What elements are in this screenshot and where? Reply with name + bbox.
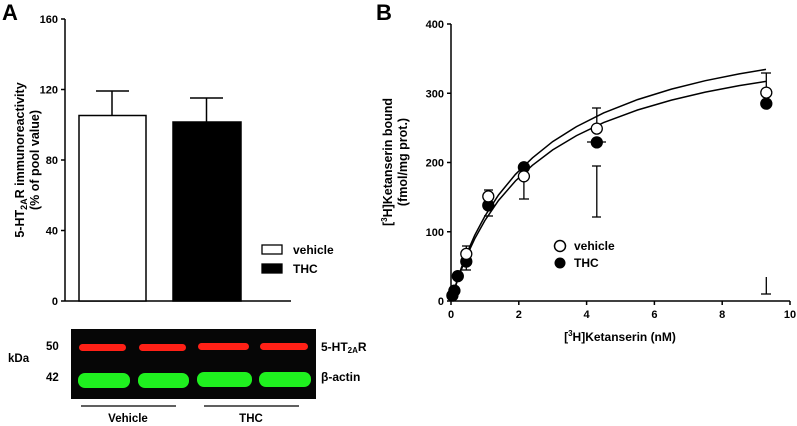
svg-text:(% of pool value): (% of pool value) [28,110,42,210]
legend-swatch-thc [261,263,283,274]
svg-text:200: 200 [426,158,444,170]
panel-label-b: B [376,0,392,25]
b-legend: vehicle THC [553,239,615,270]
svg-text:5-HT2AR immunoreactivity: 5-HT2AR immunoreactivity [13,82,29,237]
bar-thc [172,97,242,302]
panel-label-a: A [2,0,18,25]
legend-marker-thc [554,257,566,269]
legend-label-vehicle-b: vehicle [574,239,615,253]
b-x-tick-labels: 0 2 4 6 8 10 [448,309,796,321]
svg-text:80: 80 [46,155,58,167]
svg-text:40: 40 [46,226,58,238]
b-x-ticks [450,301,791,305]
svg-text:10: 10 [784,309,796,321]
svg-text:8: 8 [719,309,725,321]
b-y-label: [3H]Ketanserin bound (fmol/mg prot.) [380,98,410,226]
svg-text:(fmol/mg prot.): (fmol/mg prot.) [396,118,410,206]
fit-curve-thc [450,80,767,302]
a-y-label: 5-HT2AR immunoreactivity (% of pool valu… [13,82,42,237]
fit-curve-vehicle [450,68,767,302]
svg-text:5-HT2AR: 5-HT2AR [321,340,367,355]
legend-label-thc-b: THC [574,256,599,270]
legend-swatch-vehicle [261,244,283,255]
blot-50-label: 50 [46,341,59,353]
blot-group-vehicle: Vehicle [108,413,148,425]
blot-kda-label: kDa [8,353,30,365]
band-beta-actin [78,372,311,388]
blot-42-label: 42 [46,372,59,384]
svg-text:400: 400 [426,19,444,31]
legend-label-thc: THC [293,262,318,276]
bar-vehicle [78,90,147,302]
svg-text:0: 0 [438,296,444,308]
svg-text:6: 6 [651,309,657,321]
legend-label-vehicle: vehicle [293,243,334,257]
a-y-tick-labels: 0 40 80 120 160 [40,14,58,308]
band-5ht2ar [79,343,308,351]
svg-text:[3H]Ketanserin bound: [3H]Ketanserin bound [380,98,395,226]
svg-text:120: 120 [40,85,58,97]
blot-group-thc: THC [239,413,263,425]
series-vehicle [460,72,773,262]
svg-text:160: 160 [40,14,58,26]
legend-marker-vehicle [553,239,567,253]
blot-band2-label: β-actin [321,370,360,384]
svg-text:0: 0 [52,296,58,308]
b-y-ticks [447,23,451,302]
blot-membrane [71,329,316,399]
a-legend: vehicle THC [261,243,334,276]
svg-text:100: 100 [426,227,444,239]
a-y-ticks [61,18,65,302]
b-y-tick-labels: 0 100 200 300 400 [426,19,444,308]
svg-text:0: 0 [448,309,454,321]
svg-text:2: 2 [516,309,522,321]
b-x-label: [3H]Ketanserin (nM) [564,329,676,344]
svg-text:300: 300 [426,88,444,100]
svg-text:4: 4 [584,309,591,321]
western-blot: kDa 50 42 5-HT2AR β-actin Vehicle THC [8,329,367,425]
